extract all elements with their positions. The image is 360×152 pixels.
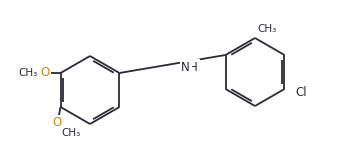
Text: H: H	[189, 61, 198, 74]
Text: O: O	[52, 116, 61, 130]
Text: O: O	[40, 67, 49, 79]
Text: CH₃: CH₃	[18, 68, 37, 78]
Text: Cl: Cl	[296, 85, 307, 98]
Text: CH₃: CH₃	[61, 128, 80, 138]
Text: CH₃: CH₃	[257, 24, 276, 34]
Text: N: N	[181, 61, 190, 74]
